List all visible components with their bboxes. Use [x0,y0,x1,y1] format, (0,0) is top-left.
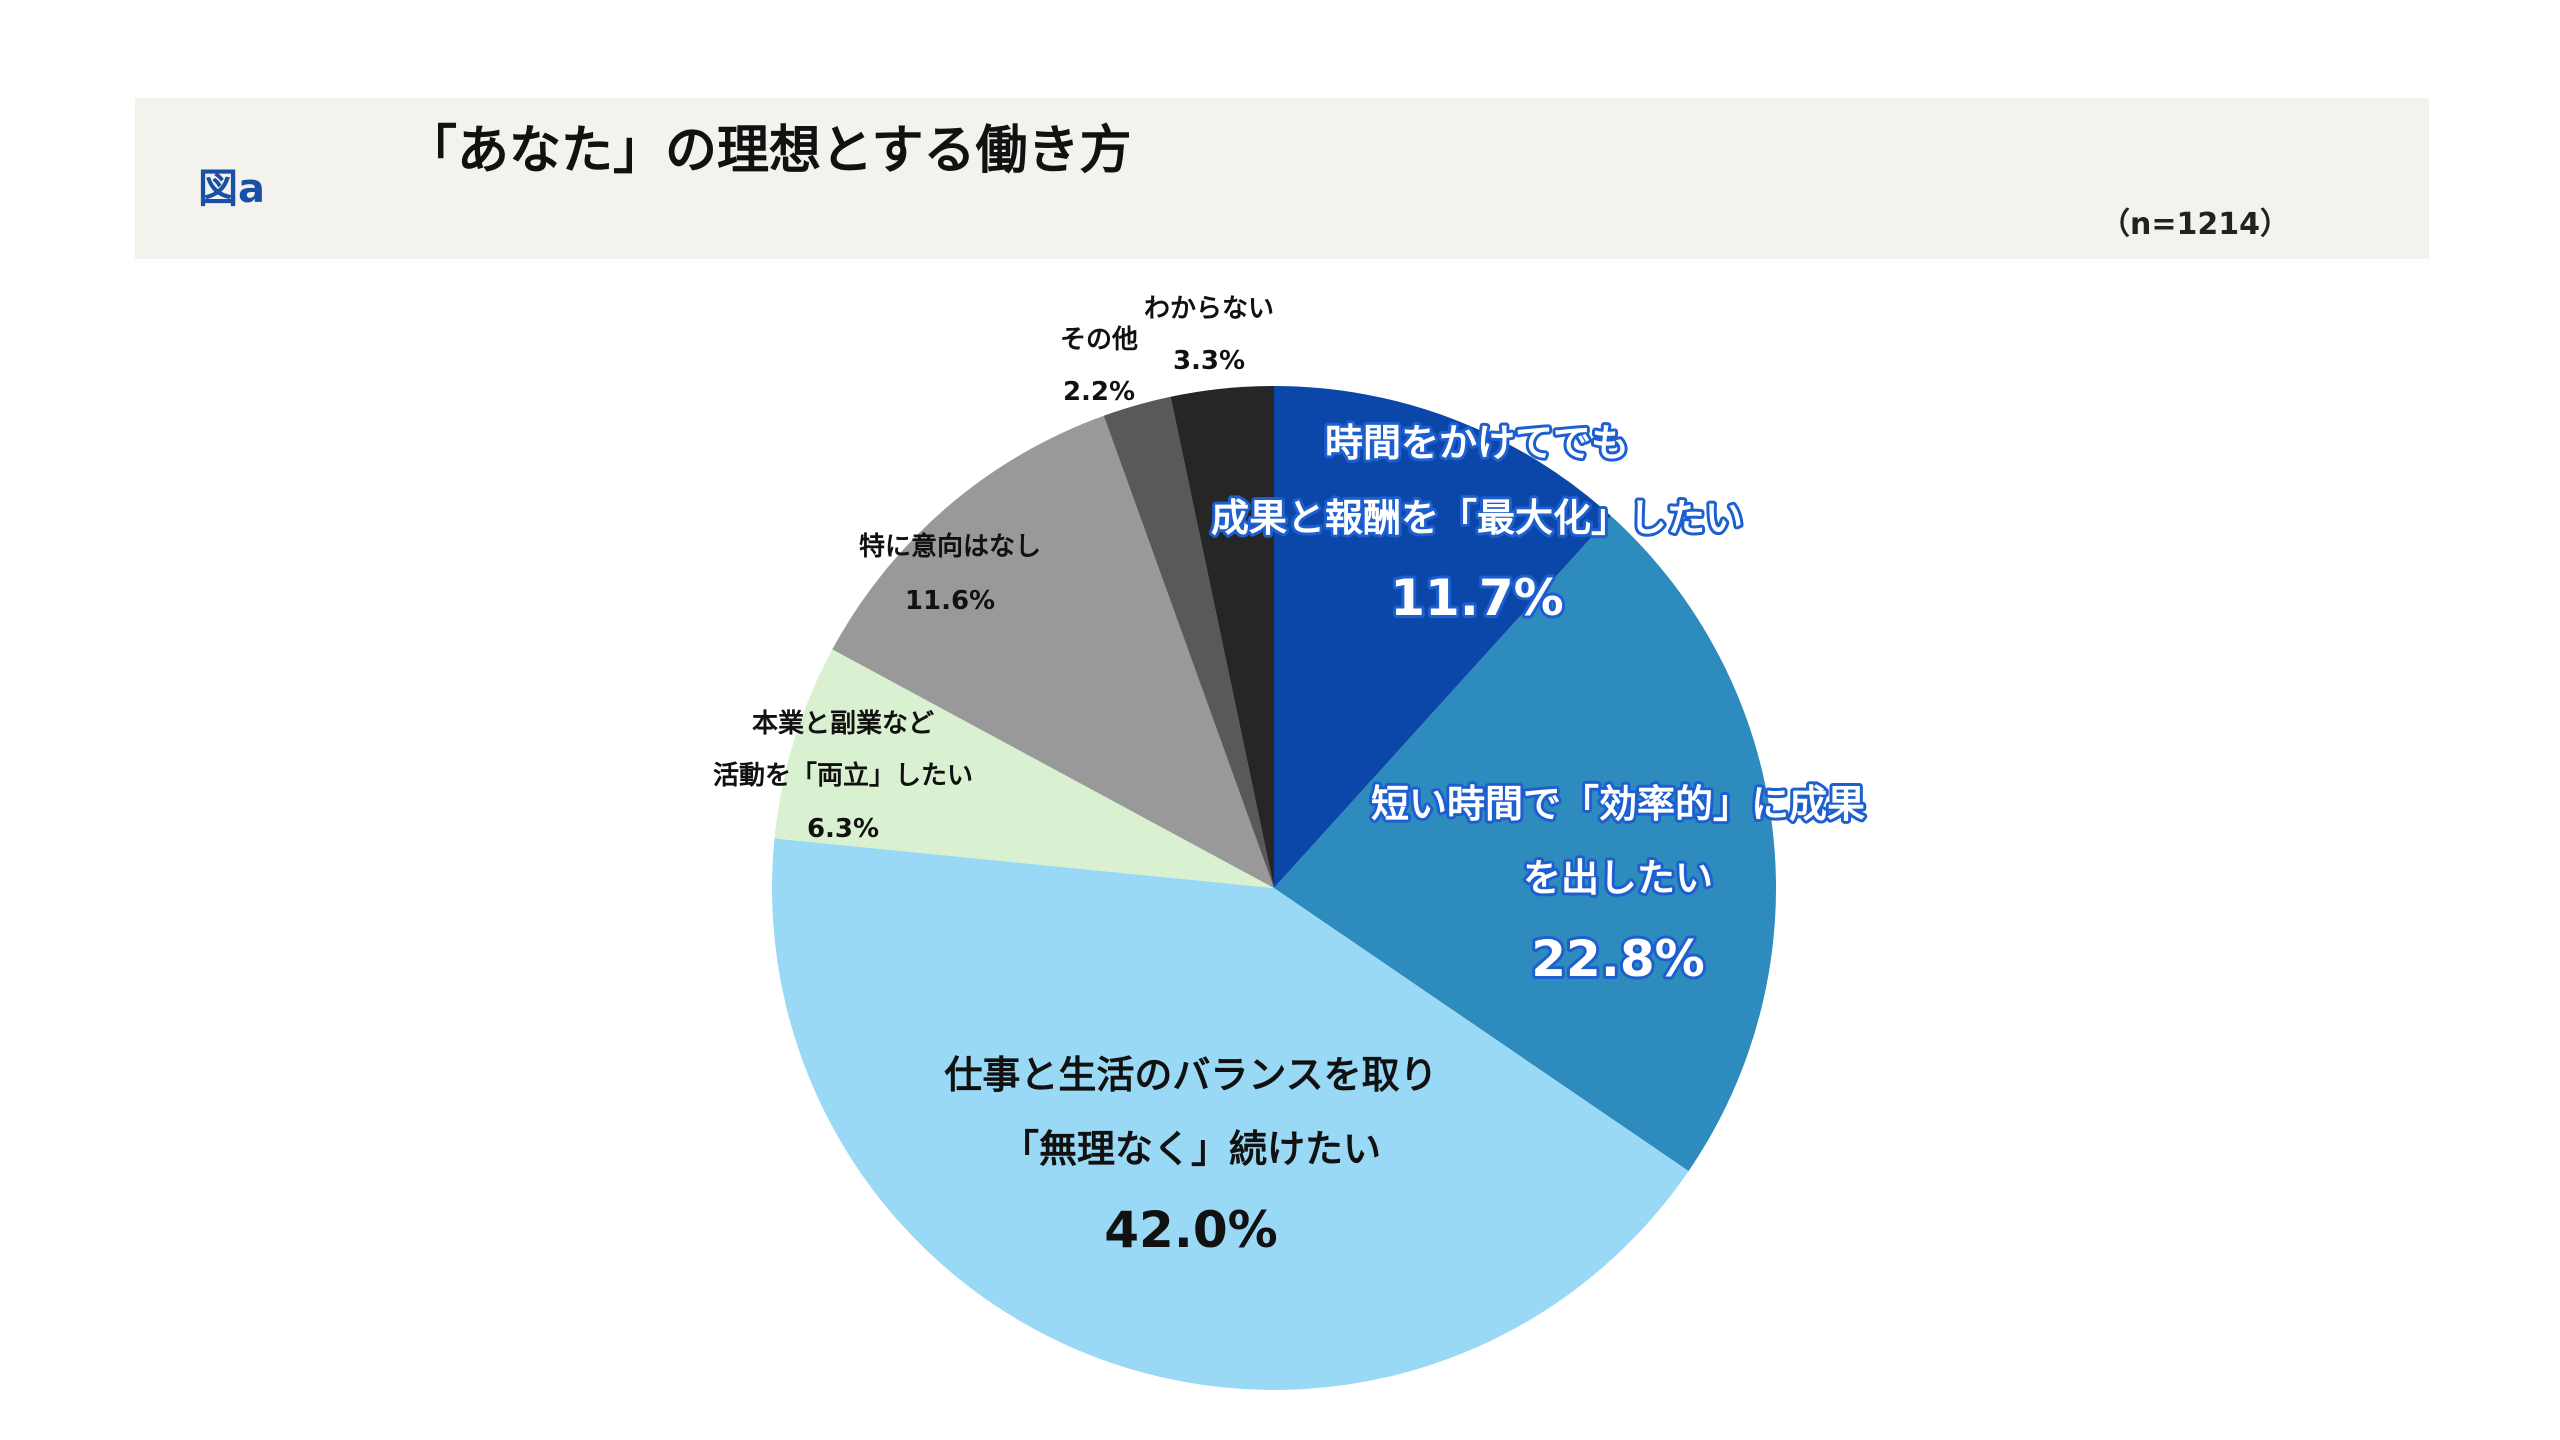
slice-label: 短い時間で「効率的」に成果 [1371,782,1865,826]
slice-label: わからない [1144,294,1274,324]
slice-value-label: 3.3% [1173,346,1245,376]
slice-label: 時間をかけてでも [1325,421,1629,465]
chart-title: 「あなた」の理想とする働き方 [405,121,1131,181]
slice-label: 特に意向はなし [859,531,1041,562]
pie-slice [1274,515,1776,1172]
pie-slice [774,649,1274,888]
figure-label: 図a [198,166,265,212]
slice-label: 仕事と生活のバランスを取り [944,1053,1437,1097]
pie-slice [1170,386,1274,888]
slice-label: を出したい [1523,856,1713,900]
header-band [135,98,2429,259]
slice-value-label: 22.8% [1531,930,1704,988]
slice-label: 成果と報酬を「最大化」したい [1211,496,1743,540]
slice-label: その他 [1060,325,1138,355]
pie-slice [1274,386,1611,888]
pie-slice [772,838,1689,1390]
slice-label: 本業と副業など [752,709,934,739]
slice-value-label: 42.0% [1104,1201,1277,1259]
slice-value-label: 11.7% [1390,569,1563,627]
slice-value-label: 6.3% [807,814,879,844]
slice-label: 活動を「両立」したい [713,760,973,791]
slice-label: 「無理なく」続けたい [1001,1127,1381,1171]
pie-slice [832,415,1274,888]
slice-value-label: 2.2% [1063,377,1135,407]
pie-slice [1103,396,1274,888]
slice-value-label: 11.6% [905,586,995,616]
sample-size: （n=1214） [2100,207,2290,242]
